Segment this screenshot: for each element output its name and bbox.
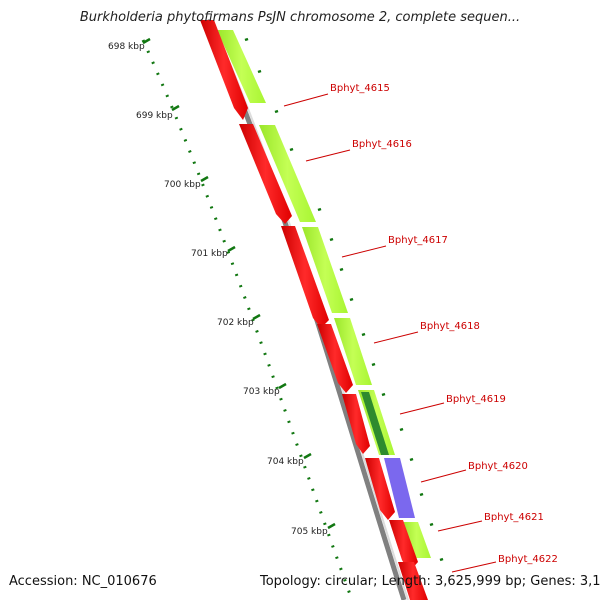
tick-label: 699 kbp [136,111,173,121]
cds-arrow [281,226,329,328]
major-tick [278,382,287,390]
feature-segment [334,318,372,385]
gene-leaders [283,93,497,573]
cds-arrow [239,124,292,224]
outer-tick [339,267,344,272]
gene-label[interactable]: Bphyt_4620 [468,461,528,472]
gene-labels: Bphyt_4615 Bphyt_4616 Bphyt_4617 Bphyt_4… [330,83,558,565]
map-title: Burkholderia phytofirmans PsJN chromosom… [79,10,521,25]
outer-tick [289,147,294,152]
outer-tick [317,207,322,212]
gene-leader-line [420,469,467,483]
outer-tick [409,457,414,462]
gene-label[interactable]: Bphyt_4615 [330,83,390,94]
cds-arrow [398,562,428,600]
tick-label: 701 kbp [191,249,228,259]
outer-tick [329,237,334,242]
gene-leader-line [437,520,483,532]
cds-arrow [342,394,370,454]
cds-arrow [389,520,418,572]
major-tick [252,313,261,321]
outer-tick [274,109,279,114]
cds-track [200,20,428,600]
gene-label[interactable]: Bphyt_4622 [498,554,558,565]
major-tick [303,452,312,460]
outer-tick [349,297,354,302]
gene-leader-line [373,331,419,344]
feature-track [217,30,431,558]
feature-segment [302,227,348,313]
gene-leader-line [451,561,497,573]
gene-label[interactable]: Bphyt_4619 [446,394,506,405]
major-tick [200,175,209,183]
major-tick [227,245,236,253]
major-ticks [142,37,336,530]
outer-tick [429,522,434,527]
cds-arrow [317,324,353,393]
feature-segment [259,125,316,222]
gene-label[interactable]: Bphyt_4621 [484,512,544,523]
cds-arrow [200,20,248,120]
outer-tick [399,427,404,432]
feature-segment [217,30,266,103]
genome-summary-text: Topology: circular; Length: 3,625,999 bp… [260,574,600,589]
accession-text: Accession: NC_010676 [9,574,157,589]
major-tick [327,522,336,530]
outer-tick [244,37,249,42]
gene-label[interactable]: Bphyt_4618 [420,321,480,332]
outer-ticks [244,37,444,562]
tick-labels: 698 kbp 699 kbp 700 kbp 701 kbp 702 kbp … [108,42,328,537]
feature-segment-purple [384,458,415,518]
tick-label: 702 kbp [217,318,254,328]
gene-leader-line [283,93,329,107]
gene-leader-line [341,245,387,258]
gene-leader-line [399,402,445,415]
gene-label[interactable]: Bphyt_4617 [388,235,448,246]
tick-label: 698 kbp [108,42,145,52]
tick-label: 703 kbp [243,387,280,397]
feature-segment [402,522,431,558]
tick-label: 704 kbp [267,457,304,467]
outer-tick [371,362,376,367]
outer-tick [361,332,366,337]
gene-label[interactable]: Bphyt_4616 [352,139,412,150]
major-tick [171,104,180,112]
tick-label: 700 kbp [164,180,201,190]
outer-tick [419,492,424,497]
tick-label: 705 kbp [291,527,328,537]
outer-tick [257,69,262,74]
feature-segment-dark [361,392,389,455]
outer-tick [381,392,386,397]
major-tick [142,37,151,45]
gene-leader-line [305,149,351,162]
cds-arrow [365,458,395,520]
outer-tick [439,557,444,562]
